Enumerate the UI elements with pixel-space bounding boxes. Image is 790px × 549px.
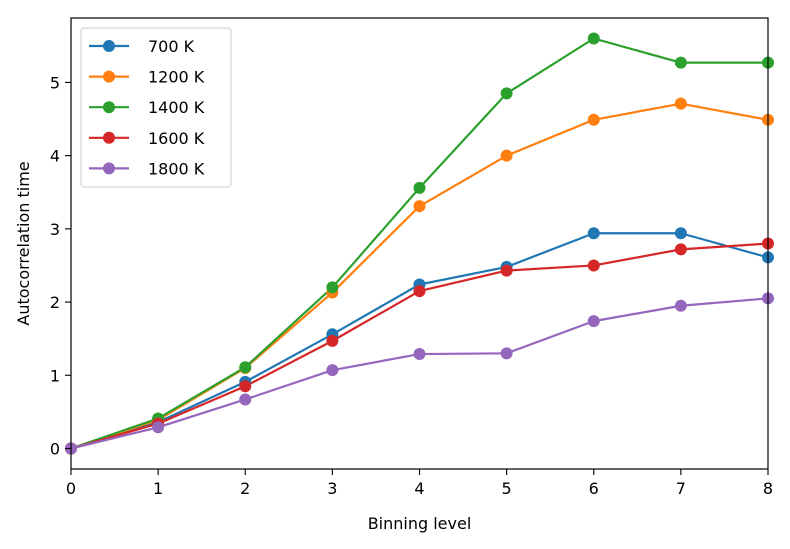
data-point	[326, 364, 339, 377]
data-point	[152, 421, 165, 434]
x-tick-label: 8	[763, 479, 773, 498]
data-point	[413, 285, 426, 298]
data-point	[239, 361, 252, 374]
data-point	[413, 181, 426, 194]
legend-marker	[103, 162, 115, 175]
x-tick-label: 2	[240, 479, 250, 498]
data-point	[500, 347, 513, 360]
y-tick-label: 4	[50, 147, 60, 166]
y-tick-label: 1	[50, 366, 60, 385]
legend-marker	[103, 131, 115, 144]
x-tick-label: 4	[414, 479, 424, 498]
data-point	[239, 393, 252, 406]
x-tick-label: 6	[589, 479, 599, 498]
data-point	[674, 299, 687, 312]
data-point	[500, 149, 513, 162]
series-markers	[65, 32, 774, 455]
data-point	[674, 56, 687, 69]
data-point	[674, 243, 687, 256]
x-tick-label: 7	[676, 479, 686, 498]
legend: 700 K 1200 K 1400 K 1600 K 1800 K	[80, 27, 232, 188]
legend-label: 1800 K	[148, 159, 205, 178]
data-point	[674, 227, 687, 240]
y-tick-label: 2	[50, 293, 60, 312]
data-point	[587, 227, 600, 240]
data-point	[413, 348, 426, 361]
x-axis-title: Binning level	[368, 514, 472, 533]
data-point	[587, 113, 600, 126]
data-point	[674, 97, 687, 110]
legend-box	[80, 27, 232, 188]
y-tick-label: 5	[50, 73, 60, 92]
data-point	[587, 259, 600, 272]
data-point	[326, 334, 339, 347]
y-axis-title: Autocorrelation time	[14, 161, 33, 325]
y-tick-label: 0	[50, 440, 60, 459]
legend-marker	[103, 70, 115, 83]
data-point	[500, 87, 513, 100]
data-point	[587, 32, 600, 45]
x-tick-label: 1	[153, 479, 163, 498]
y-axis-ticks: 0 1 2 3 4 5	[50, 73, 71, 459]
x-tick-label: 3	[327, 479, 337, 498]
data-point	[326, 281, 339, 294]
x-axis-ticks: 0 1 2 3 4 5 6 7 8	[66, 469, 773, 498]
legend-label: 1200 K	[148, 68, 205, 87]
legend-marker	[103, 40, 115, 52]
data-point	[413, 200, 426, 213]
legend-label: 1600 K	[148, 129, 205, 148]
y-tick-label: 3	[50, 220, 60, 239]
x-tick-label: 5	[502, 479, 512, 498]
data-point	[587, 315, 600, 328]
data-point	[239, 380, 252, 393]
legend-marker	[103, 101, 115, 114]
legend-label: 1400 K	[148, 98, 205, 117]
legend-label: 700 K	[148, 37, 195, 56]
x-tick-label: 0	[66, 479, 76, 498]
data-point	[500, 264, 513, 277]
